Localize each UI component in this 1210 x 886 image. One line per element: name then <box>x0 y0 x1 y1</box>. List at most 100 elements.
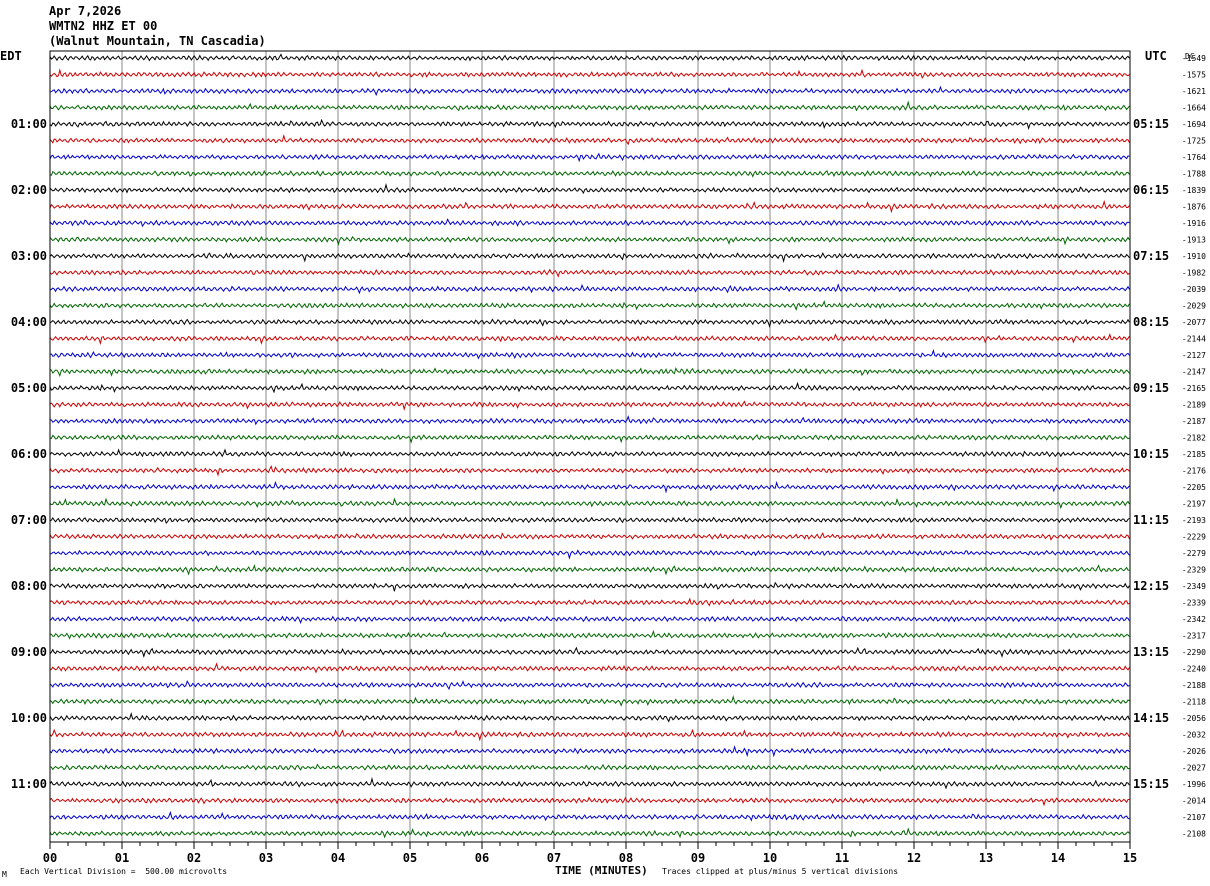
edt-hour-label: 07:00 <box>11 513 47 527</box>
x-tick-label: 01 <box>115 851 129 865</box>
seismic-trace <box>49 183 1130 195</box>
utc-hour-label: 07:15 <box>1133 249 1169 263</box>
dc-offset-label: -2027 <box>1182 764 1206 773</box>
station-label: (Walnut Mountain, TN Cascadia) <box>49 34 266 48</box>
dc-offset-label: -1764 <box>1182 153 1206 162</box>
edt-axis-label: EDT <box>0 49 22 63</box>
edt-hour-label: 08:00 <box>11 579 47 593</box>
dc-offset-label: -1876 <box>1182 203 1206 212</box>
seismic-trace <box>49 646 1130 658</box>
seismic-trace <box>49 516 1130 524</box>
seismic-traces <box>49 53 1130 839</box>
dc-offset-label: -2127 <box>1182 351 1206 360</box>
seismic-trace <box>49 400 1130 411</box>
seismic-trace <box>49 318 1130 328</box>
seismic-trace <box>49 332 1130 346</box>
x-tick-label: 09 <box>691 851 705 865</box>
seismic-trace <box>49 448 1130 458</box>
seismic-trace <box>49 348 1130 360</box>
edt-hour-label: 09:00 <box>11 645 47 659</box>
seismic-trace <box>49 796 1130 807</box>
seismic-trace <box>49 629 1130 640</box>
dc-offset-label: -2349 <box>1182 582 1206 591</box>
utc-hour-label: 12:15 <box>1133 579 1169 593</box>
dc-offset-label: -2185 <box>1182 450 1206 459</box>
date-label: Apr 7,2026 <box>49 4 122 18</box>
seismic-trace <box>49 415 1130 426</box>
dc-offset-labels: -1549 -1575 -1621 -1664 -1694 -1725 -1764 -1788… <box>1182 54 1206 839</box>
x-tick-label: 06 <box>475 851 489 865</box>
seismic-trace <box>49 283 1130 295</box>
seismic-trace <box>49 152 1130 163</box>
dc-offset-label: -2107 <box>1182 813 1206 822</box>
x-tick-label: 07 <box>547 851 561 865</box>
seismic-trace <box>49 218 1130 228</box>
dc-offset-label: -2193 <box>1182 516 1206 525</box>
seismic-trace <box>49 810 1130 822</box>
seismic-trace <box>49 745 1130 758</box>
x-tick-label: 02 <box>187 851 201 865</box>
seismic-trace <box>49 597 1130 607</box>
dc-offset-label: -2317 <box>1182 632 1206 641</box>
dc-offset-label: -2187 <box>1182 417 1206 426</box>
edt-hour-label: 01:00 <box>11 117 47 131</box>
dc-offset-label: -1575 <box>1182 71 1206 80</box>
dc-offset-label: -2108 <box>1182 830 1206 839</box>
x-axis: 00 01 02 03 04 05 06 07 08 09 10 11 12 13 14 15 <box>43 842 1137 865</box>
dc-offset-label: -2339 <box>1182 599 1206 608</box>
x-tick-label: 04 <box>331 851 345 865</box>
channel-label: WMTN2 HHZ ET 00 <box>49 19 158 33</box>
dc-offset-label: -1839 <box>1182 186 1206 195</box>
seismic-trace <box>49 235 1130 246</box>
x-tick-label: 03 <box>259 851 273 865</box>
x-tick-label: 10 <box>763 851 777 865</box>
utc-hour-label: 14:15 <box>1133 711 1169 725</box>
dc-offset-label: -2279 <box>1182 549 1206 558</box>
dc-offset-label: -1996 <box>1182 780 1206 789</box>
dc-axis-label: DC <box>1185 52 1195 61</box>
utc-hour-labels: 05:15 06:15 07:15 08:15 09:15 10:15 11:15 12:15… <box>1133 117 1169 791</box>
dc-offset-label: -1664 <box>1182 104 1206 113</box>
seismic-trace <box>49 170 1130 178</box>
seismic-trace <box>49 118 1130 130</box>
dc-offset-label: -2039 <box>1182 285 1206 294</box>
seismic-trace <box>49 728 1130 742</box>
utc-hour-label: 15:15 <box>1133 777 1169 791</box>
x-axis-title: TIME (MINUTES) <box>555 864 648 877</box>
seismic-trace <box>49 68 1130 80</box>
seismic-trace <box>49 367 1130 378</box>
dc-offset-label: -2014 <box>1182 797 1206 806</box>
dc-offset-label: -2118 <box>1182 698 1206 707</box>
x-tick-label: 11 <box>835 851 849 865</box>
seismic-trace <box>49 827 1130 839</box>
seismic-trace <box>49 549 1130 560</box>
seismic-trace <box>49 776 1130 790</box>
seismic-trace <box>49 662 1130 674</box>
seismic-trace <box>49 381 1130 394</box>
dc-offset-label: -2176 <box>1182 467 1206 476</box>
x-tick-label: 08 <box>619 851 633 865</box>
dc-offset-label: -1910 <box>1182 252 1206 261</box>
x-tick-label: 13 <box>979 851 993 865</box>
seismic-trace <box>49 532 1130 541</box>
seismic-trace <box>49 133 1130 146</box>
dc-offset-label: -1982 <box>1182 269 1206 278</box>
corner-mark: M <box>2 870 7 879</box>
scale-note: Each Vertical Division = 500.00 microvol… <box>20 867 228 876</box>
clip-note: Traces clipped at plus/minus 5 vertical … <box>662 867 899 876</box>
plot-frame <box>49 50 1131 843</box>
edt-hour-labels: 01:00 02:00 03:00 04:00 05:00 06:00 07:00 08:00… <box>11 117 47 791</box>
dc-offset-label: -2229 <box>1182 533 1206 542</box>
dc-offset-label: -2182 <box>1182 434 1206 443</box>
edt-hour-label: 04:00 <box>11 315 47 329</box>
dc-offset-label: -2056 <box>1182 714 1206 723</box>
edt-hour-label: 10:00 <box>11 711 47 725</box>
x-tick-label: 14 <box>1051 851 1065 865</box>
utc-hour-label: 13:15 <box>1133 645 1169 659</box>
edt-hour-label: 11:00 <box>11 777 47 791</box>
dc-offset-label: -1913 <box>1182 236 1206 245</box>
dc-offset-label: -2032 <box>1182 731 1206 740</box>
edt-hour-label: 03:00 <box>11 249 47 263</box>
dc-offset-label: -2290 <box>1182 648 1206 657</box>
